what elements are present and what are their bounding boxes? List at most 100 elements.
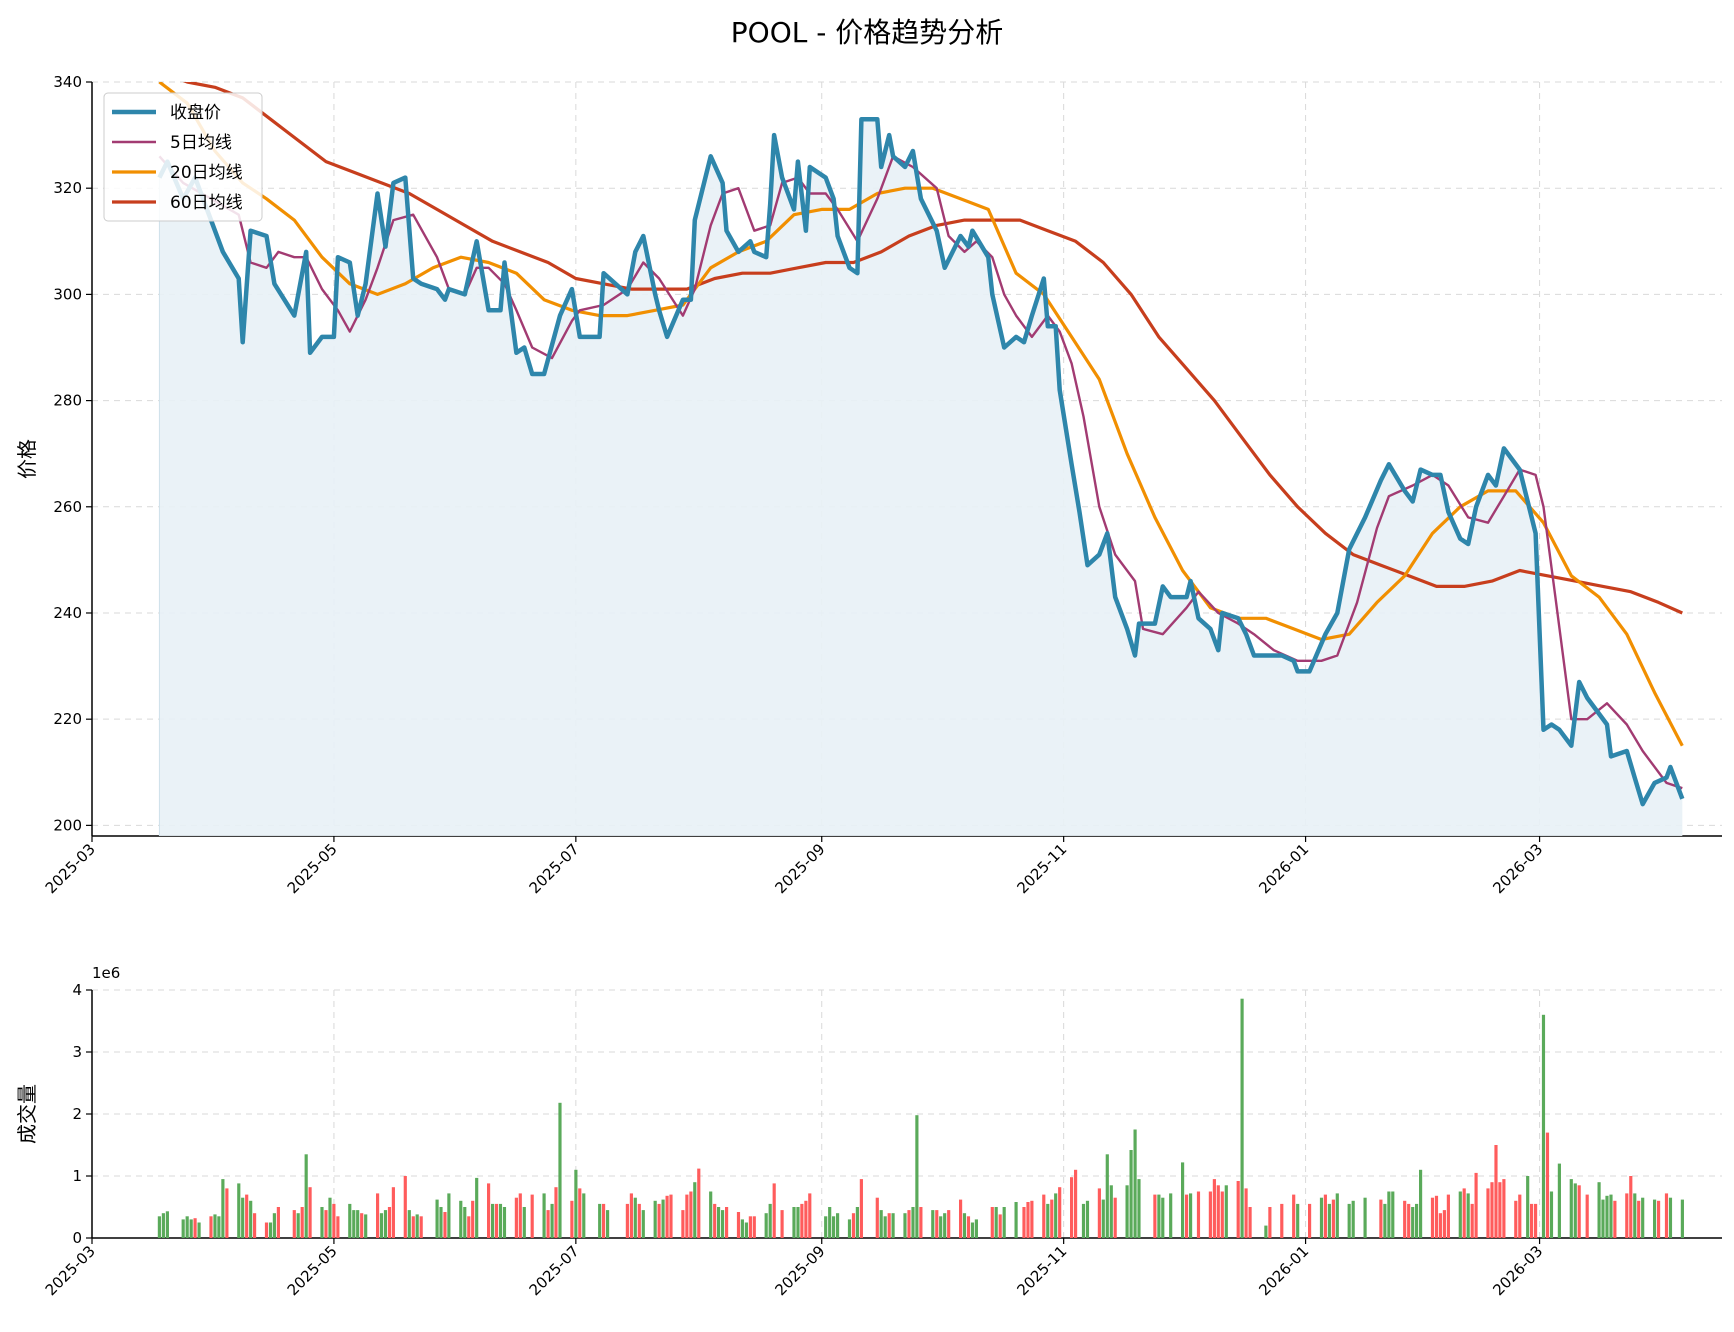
legend: 收盘价 5日均线 20日均线 60日均线 bbox=[103, 92, 263, 222]
volume-bar bbox=[1081, 1203, 1086, 1238]
volume-bar bbox=[209, 1216, 213, 1238]
legend-label-ma20: 20日均线 bbox=[170, 163, 243, 183]
volume-bar bbox=[681, 1210, 685, 1238]
volume-bar bbox=[443, 1212, 447, 1238]
volume-bar bbox=[546, 1210, 550, 1238]
volume-bar bbox=[463, 1207, 467, 1238]
volume-bar bbox=[1442, 1210, 1446, 1238]
volume-bar bbox=[1458, 1191, 1462, 1238]
volume-bar bbox=[768, 1203, 772, 1238]
volume-bar bbox=[1050, 1199, 1054, 1238]
volume-bar bbox=[990, 1207, 994, 1238]
volume-bar bbox=[467, 1216, 471, 1238]
volume-bar bbox=[1105, 1154, 1109, 1238]
volume-bar bbox=[1585, 1194, 1589, 1238]
volume-bar bbox=[855, 1207, 859, 1238]
volume-bar bbox=[324, 1210, 328, 1238]
volume-bar bbox=[1411, 1207, 1415, 1238]
volume-bar bbox=[1569, 1179, 1573, 1238]
volume-bar bbox=[1097, 1188, 1101, 1238]
legend-frame bbox=[103, 92, 263, 222]
volume-bar bbox=[387, 1207, 392, 1238]
volume-bar bbox=[970, 1222, 975, 1238]
volume-bar bbox=[1296, 1203, 1300, 1238]
volume-bar bbox=[824, 1216, 828, 1238]
volume-bar bbox=[1597, 1182, 1601, 1238]
volume-bar bbox=[629, 1193, 633, 1238]
volume-bar bbox=[189, 1219, 193, 1238]
volume-bar bbox=[332, 1203, 336, 1238]
volume-bar bbox=[1641, 1197, 1645, 1238]
volume-bar bbox=[606, 1210, 610, 1238]
volume-bar bbox=[237, 1183, 241, 1238]
volume-bar bbox=[1415, 1203, 1419, 1238]
volume-bar bbox=[1054, 1193, 1058, 1238]
volume-bar bbox=[994, 1207, 998, 1238]
volume-ylabel: 成交量 bbox=[15, 1084, 39, 1144]
volume-bar bbox=[653, 1200, 657, 1238]
volume-bar bbox=[1434, 1195, 1439, 1238]
volume-bar bbox=[1545, 1132, 1550, 1238]
volume-bar bbox=[1070, 1177, 1074, 1238]
volume-bar bbox=[752, 1216, 756, 1238]
price-ylabel: 价格 bbox=[15, 439, 39, 479]
volume-bar bbox=[1653, 1199, 1657, 1238]
volume-bar bbox=[1129, 1150, 1133, 1238]
volume-bar bbox=[772, 1183, 776, 1238]
volume-bar bbox=[740, 1219, 744, 1238]
price-ytick-label: 260 bbox=[53, 498, 82, 516]
volume-bar bbox=[633, 1197, 637, 1238]
volume-bar bbox=[213, 1214, 217, 1238]
volume-bar bbox=[1363, 1197, 1367, 1238]
volume-bar bbox=[221, 1179, 225, 1238]
volume-bar bbox=[1030, 1200, 1034, 1238]
volume-bar bbox=[883, 1216, 887, 1238]
volume-bar bbox=[1268, 1207, 1272, 1238]
volume-bar bbox=[494, 1203, 499, 1238]
volume-bar bbox=[847, 1219, 852, 1238]
volume-bar bbox=[859, 1179, 863, 1238]
volume-bar bbox=[379, 1213, 384, 1238]
volume-bar bbox=[1601, 1199, 1605, 1238]
volume-bar bbox=[697, 1168, 701, 1238]
volume-bar bbox=[1391, 1191, 1395, 1238]
volume-bar bbox=[736, 1212, 741, 1238]
volume-bar bbox=[1292, 1194, 1296, 1238]
volume-bar bbox=[264, 1222, 269, 1238]
volume-bar bbox=[919, 1207, 923, 1238]
volume-bar bbox=[947, 1210, 951, 1238]
volume-bar bbox=[1387, 1191, 1391, 1238]
volume-bar bbox=[1244, 1188, 1248, 1238]
volume-bar bbox=[471, 1200, 475, 1238]
volume-bar bbox=[744, 1222, 748, 1238]
volume-bar bbox=[550, 1203, 554, 1238]
volume-bar bbox=[598, 1203, 602, 1238]
volume-bar bbox=[514, 1197, 518, 1238]
volume-bar bbox=[1605, 1195, 1609, 1238]
volume-bar bbox=[518, 1193, 522, 1238]
volume-bar bbox=[1474, 1172, 1478, 1238]
volume-bar bbox=[1026, 1202, 1030, 1238]
volume-bar bbox=[1002, 1207, 1006, 1238]
volume-bar bbox=[419, 1216, 423, 1238]
volume-bar bbox=[748, 1216, 752, 1238]
volume-bar bbox=[570, 1200, 574, 1238]
volume-bar bbox=[1248, 1207, 1252, 1238]
volume-bar bbox=[415, 1214, 419, 1238]
volume-bar bbox=[352, 1210, 356, 1238]
volume-bar bbox=[1609, 1194, 1613, 1238]
volume-bar bbox=[717, 1207, 721, 1238]
series-line-ma5 bbox=[158, 155, 1683, 790]
volume-bar bbox=[1212, 1179, 1216, 1238]
volume-bar bbox=[1113, 1197, 1117, 1238]
volume-ytick-label: 3 bbox=[72, 1043, 82, 1061]
volume-bar bbox=[439, 1207, 443, 1238]
volume-bar bbox=[1014, 1202, 1018, 1238]
volume-bar bbox=[764, 1213, 768, 1238]
volume-bar bbox=[1042, 1194, 1046, 1238]
volume-bar bbox=[181, 1219, 185, 1238]
volume-bar bbox=[1494, 1145, 1498, 1238]
volume-bar bbox=[661, 1199, 665, 1238]
volume-bar bbox=[574, 1169, 578, 1238]
volume-bar bbox=[157, 1216, 161, 1238]
